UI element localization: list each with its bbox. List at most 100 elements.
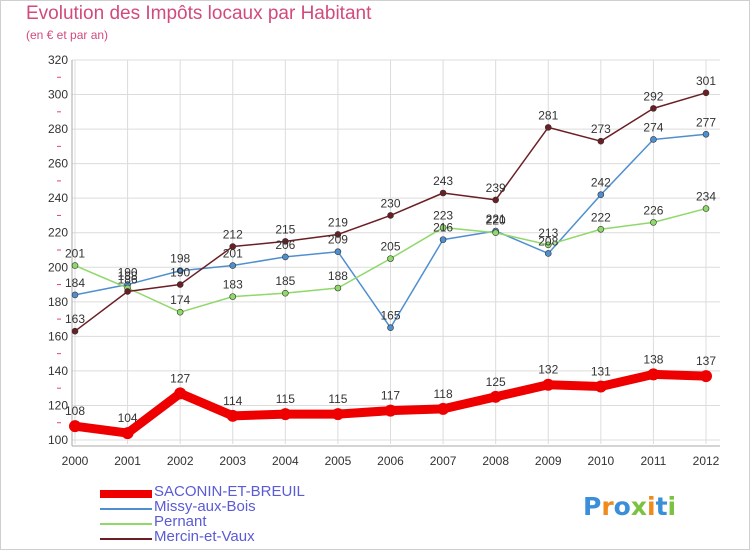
data-point: [174, 387, 187, 400]
data-point: [439, 224, 447, 231]
y-tick-label: 200: [48, 260, 68, 274]
data-label: 137: [696, 354, 716, 368]
proxiti-logo: Proxiti: [583, 492, 676, 521]
data-label: 215: [275, 222, 295, 236]
data-point: [384, 404, 397, 417]
y-tick-label: 300: [48, 88, 68, 102]
data-point: [544, 124, 552, 131]
y-tick-label: 120: [48, 398, 68, 412]
data-point: [702, 130, 710, 138]
y-tick-label: 160: [48, 329, 68, 343]
data-point: [544, 250, 552, 257]
legend-swatch: [100, 490, 152, 498]
legend-item: Mercin-et-Vaux: [100, 528, 360, 547]
chart-subtitle: (en € et par an): [26, 28, 109, 42]
data-label: 125: [486, 375, 506, 389]
data-point: [650, 136, 657, 143]
legend-swatch: [100, 523, 152, 525]
logo-letter: i: [647, 492, 656, 521]
data-label: 185: [275, 274, 295, 288]
legend-swatch: [100, 538, 152, 540]
data-point: [71, 291, 79, 299]
data-point: [229, 243, 237, 250]
legend-label: Mercin-et-Vaux: [154, 528, 255, 545]
data-label: 117: [381, 389, 400, 403]
data-label: 281: [538, 108, 558, 122]
x-tick-label: 2011: [641, 454, 667, 468]
data-point: [229, 262, 237, 269]
x-tick-label: 2007: [430, 454, 457, 468]
x-tick-label: 2004: [272, 454, 299, 468]
data-label: 108: [65, 404, 85, 418]
data-point: [282, 253, 289, 261]
data-point: [597, 225, 605, 233]
data-point: [650, 105, 657, 112]
data-point: [702, 205, 710, 212]
data-point: [334, 248, 342, 256]
data-label: 104: [118, 411, 138, 425]
data-point: [121, 427, 134, 440]
logo-letter: P: [583, 492, 602, 521]
data-label: 213: [538, 226, 558, 240]
data-label: 165: [380, 309, 400, 323]
data-point: [226, 409, 239, 422]
y-tick-label: 260: [48, 157, 68, 171]
data-point: [282, 289, 289, 297]
logo-letter: r: [601, 492, 614, 521]
data-label: 220: [486, 214, 506, 228]
x-tick-label: 2001: [114, 454, 141, 468]
data-point: [279, 408, 292, 421]
data-label: 201: [223, 247, 243, 261]
y-tick-label: 100: [48, 433, 68, 447]
data-point: [700, 370, 712, 383]
x-tick-label: 2000: [62, 454, 89, 468]
data-label: 208: [538, 234, 558, 248]
data-label: 114: [223, 394, 242, 408]
legend-label: Missy-aux-Bois: [154, 498, 256, 515]
legend-label: Pernant: [154, 513, 207, 530]
data-point: [597, 191, 605, 199]
data-label: 183: [223, 278, 243, 292]
logo-letter: t: [655, 492, 668, 521]
data-label: 138: [643, 352, 663, 366]
data-point: [71, 327, 79, 335]
data-label: 188: [118, 269, 138, 283]
x-tick-label: 2002: [167, 454, 194, 468]
data-point: [594, 380, 607, 393]
data-point: [492, 196, 499, 204]
x-tick-label: 2012: [693, 454, 720, 468]
data-label: 186: [118, 272, 138, 286]
data-label: 174: [170, 293, 190, 307]
data-label: 127: [170, 371, 190, 385]
logo-letter: o: [613, 492, 631, 521]
data-point: [702, 89, 710, 97]
data-point: [647, 368, 660, 381]
data-label: 209: [328, 233, 348, 247]
data-label: 132: [538, 363, 558, 377]
data-point: [334, 231, 342, 238]
data-label: 188: [328, 269, 348, 283]
data-point: [176, 281, 184, 288]
legend-item: Pernant: [100, 513, 360, 532]
y-tick-label: 140: [48, 364, 68, 378]
data-point: [334, 284, 342, 292]
data-point: [544, 241, 552, 249]
data-label: 206: [275, 238, 295, 252]
y-tick-label: 320: [48, 53, 68, 67]
data-label: 301: [696, 74, 716, 88]
data-label: 163: [65, 312, 85, 326]
legend-item: SACONIN-ET-BREUIL: [100, 483, 360, 502]
data-point: [492, 229, 499, 237]
data-label: 239: [486, 181, 506, 195]
data-point: [71, 262, 79, 269]
data-label: 230: [380, 196, 400, 210]
x-tick-label: 2010: [587, 454, 614, 468]
data-point: [439, 189, 447, 197]
y-tick-label: 280: [48, 122, 68, 136]
data-point: [124, 288, 131, 295]
y-tick-label: 220: [48, 226, 68, 240]
data-label: 274: [643, 120, 663, 134]
data-point: [176, 267, 184, 275]
data-point: [176, 308, 184, 316]
